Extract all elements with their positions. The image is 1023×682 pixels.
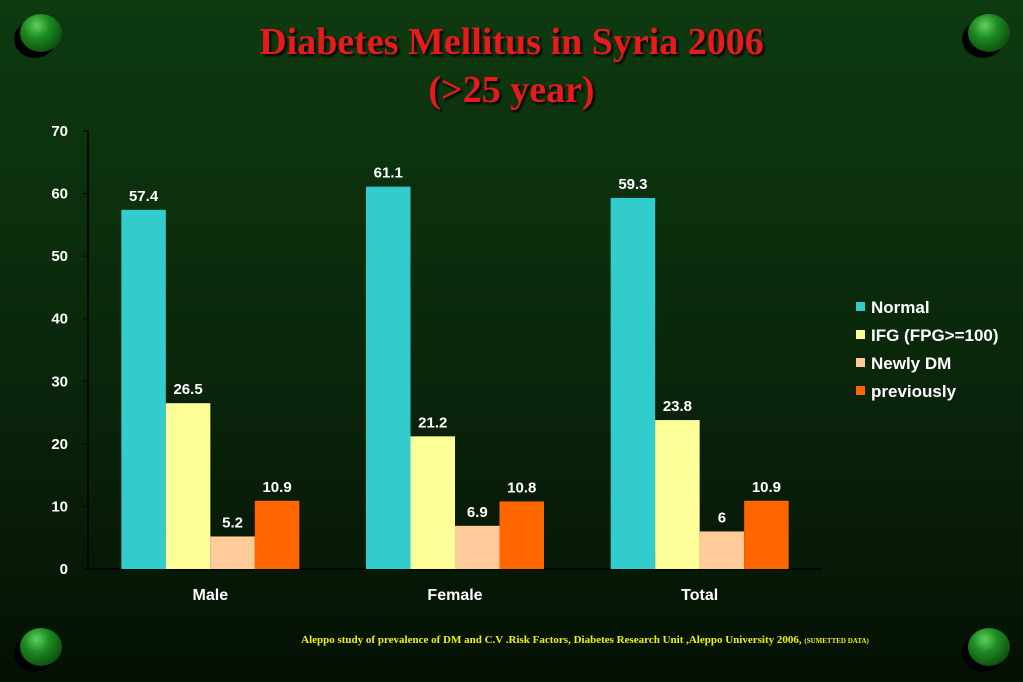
bar <box>744 500 789 569</box>
data-label: 5.2 <box>222 514 243 531</box>
bar <box>366 186 411 569</box>
bar <box>210 536 255 569</box>
data-label: 6.9 <box>467 504 488 521</box>
corner-orb-top-right <box>962 14 1012 58</box>
data-label: 6 <box>718 509 726 526</box>
data-label: 21.2 <box>418 414 447 431</box>
y-tick-label: 0 <box>60 561 68 578</box>
x-tick-label: Male <box>193 587 229 604</box>
y-tick-label: 60 <box>51 186 68 203</box>
bar <box>499 501 544 569</box>
legend-swatch <box>856 358 865 367</box>
bar <box>410 436 455 569</box>
data-label: 57.4 <box>129 188 159 205</box>
bar <box>699 531 745 569</box>
data-label: 61.1 <box>374 165 403 182</box>
bar <box>610 197 656 570</box>
corner-orb-top-left <box>14 14 64 58</box>
y-tick-label: 20 <box>51 436 68 453</box>
data-label: 10.9 <box>262 479 291 496</box>
corner-orb-bottom-right <box>962 628 1012 672</box>
y-tick-label: 10 <box>51 498 68 515</box>
source-footnote: Aleppo study of prevalence of DM and C.V… <box>0 634 1023 646</box>
bar <box>165 403 211 569</box>
y-tick-label: 40 <box>51 311 68 328</box>
source-text: Aleppo study of prevalence of DM and C.V… <box>301 634 802 646</box>
legend-swatch <box>856 302 865 311</box>
data-label: 26.5 <box>173 381 202 398</box>
data-label: 10.9 <box>752 479 781 496</box>
y-tick-label: 70 <box>51 123 68 140</box>
data-label: 23.8 <box>663 398 692 415</box>
chart-subtitle: (>25 year) <box>428 69 595 111</box>
corner-orb-bottom-left <box>14 628 64 672</box>
data-label: 59.3 <box>618 176 647 193</box>
data-label: 10.8 <box>507 479 536 496</box>
x-tick-label: Female <box>427 587 482 604</box>
source-note: (SUMETTED DATA) <box>804 637 869 645</box>
legend-swatch <box>856 386 865 395</box>
y-tick-label: 30 <box>51 373 68 390</box>
legend-label: IFG (FPG>=100) <box>871 326 999 345</box>
bar <box>121 209 166 569</box>
legend-label: Newly DM <box>871 354 951 373</box>
y-tick-label: 50 <box>51 248 68 265</box>
bar <box>455 525 500 569</box>
legend-swatch <box>856 330 865 339</box>
x-tick-label: Total <box>681 587 718 604</box>
legend-label: Normal <box>871 298 930 317</box>
bar-chart: 0 10 20 30 40 50 60 70 57.4 26.5 5.2 10.9 Male 61.1 21… <box>51 123 999 604</box>
chart-title: Diabetes Mellitus in Syria 2006 <box>259 21 764 63</box>
legend-label: previously <box>871 382 957 401</box>
bar <box>655 420 700 569</box>
bar <box>254 500 300 569</box>
